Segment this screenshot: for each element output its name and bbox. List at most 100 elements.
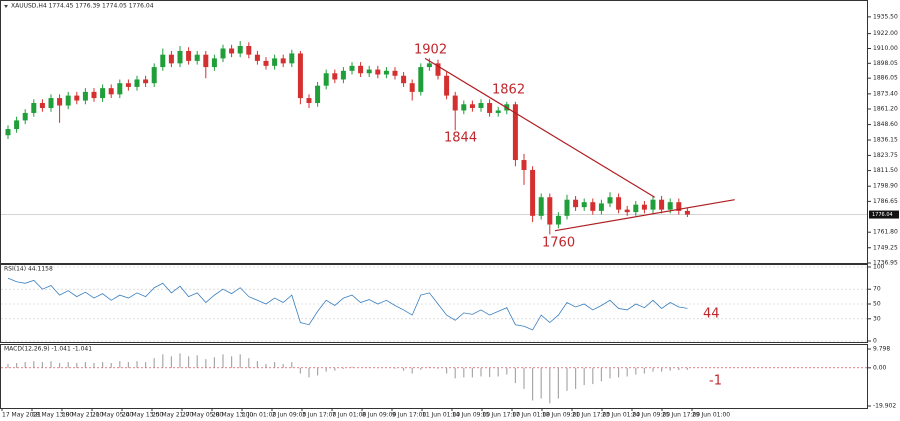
candle-body — [607, 197, 613, 204]
candle-body — [74, 95, 80, 101]
candle-body — [366, 69, 372, 74]
last-price-label: 1776.04 — [872, 212, 893, 218]
y-tick-label: 50 — [873, 301, 881, 308]
candle-body — [117, 83, 123, 95]
x-tick-label: 2 Jun 09:00 — [272, 412, 306, 419]
candle-body — [487, 103, 493, 113]
candle-body — [229, 48, 235, 54]
candle-body — [530, 169, 536, 216]
annotation: 44 — [703, 307, 720, 322]
candle-body — [392, 70, 398, 76]
candle-body — [444, 75, 450, 96]
x-tick-label: 17 Jun 01:00 — [512, 412, 550, 419]
last-price-box — [869, 210, 899, 219]
candle-body — [435, 63, 441, 76]
y-tick-label: -19.902 — [873, 403, 896, 410]
candle-body — [220, 48, 226, 59]
y-tick-label: 1749.25 — [873, 244, 898, 251]
x-tick-label: 8 Jun 09:00 — [362, 412, 396, 419]
candle-body — [478, 103, 484, 108]
y-tick-label: 1761.80 — [873, 229, 898, 236]
candle-body — [246, 46, 252, 55]
x-tick-label: 11 Jun 01:00 — [422, 412, 460, 419]
candle-body — [555, 215, 561, 225]
candle-body — [684, 210, 690, 215]
candle-body — [512, 104, 518, 161]
candle-body — [31, 103, 37, 113]
x-tick-label: 18 Jun 09:00 — [542, 412, 580, 419]
candle-body — [461, 104, 467, 111]
candle-body — [358, 65, 364, 74]
annotation: 1862 — [492, 83, 525, 98]
y-tick-label: 1935.50 — [873, 13, 898, 20]
candle-body — [263, 60, 269, 66]
symbol-icon — [4, 5, 8, 8]
y-tick-label: 1798.90 — [873, 183, 898, 190]
macd-panel — [0, 344, 868, 409]
candle-body — [272, 58, 278, 66]
x-tick-label: 17 May 2021 — [2, 412, 41, 419]
candle-body — [573, 199, 579, 208]
x-tick-label: 28 May 13:00 — [212, 412, 253, 419]
candle-body — [160, 54, 166, 68]
y-tick-label: 0.00 — [873, 364, 887, 371]
y-tick-label: 1823.75 — [873, 152, 898, 159]
candle-body — [469, 104, 475, 108]
annotation: 1844 — [444, 131, 477, 146]
x-tick-label: 21 Jun 17:00 — [572, 412, 610, 419]
candle-body — [186, 50, 192, 61]
candle-body — [100, 88, 106, 99]
y-tick-label: 1910.00 — [873, 45, 898, 52]
trendline — [554, 199, 735, 232]
macd-title: MACD(12,26,9) -1.041 -1.041 — [4, 346, 92, 353]
y-tick-label: 1922.00 — [873, 30, 898, 37]
candle-body — [349, 65, 355, 71]
candle-body — [547, 197, 553, 225]
candle-body — [211, 58, 217, 68]
x-tick-label: 24 Jun 09:00 — [632, 412, 670, 419]
y-tick-label: 1848.60 — [873, 121, 898, 128]
candle-body — [581, 202, 587, 208]
candle-body — [426, 63, 432, 68]
candle-body — [194, 54, 200, 61]
y-tick-label: 1873.40 — [873, 90, 898, 97]
candle-body — [48, 98, 54, 108]
candle-body — [65, 95, 71, 106]
candle-body — [280, 58, 286, 64]
candle-body — [323, 73, 329, 86]
x-tick-label: 25 Jun 17:00 — [662, 412, 700, 419]
candle-body — [108, 88, 114, 95]
candle-body — [676, 202, 682, 211]
candle-body — [598, 203, 604, 211]
y-tick-label: 30 — [873, 315, 881, 322]
candle-body — [237, 46, 243, 54]
y-tick-label: 1861.20 — [873, 105, 898, 112]
candle-body — [57, 98, 63, 106]
x-tick-label: 25 May 21:00 — [152, 412, 193, 419]
candle-body — [659, 199, 665, 210]
candle-body — [418, 67, 424, 92]
y-tick-label: 1811.50 — [873, 167, 898, 174]
candle-body — [650, 199, 656, 210]
y-tick-label: 1786.65 — [873, 198, 898, 205]
candle-body — [590, 202, 596, 211]
candle-body — [409, 83, 415, 92]
candle-body — [667, 202, 673, 210]
candle-body — [383, 70, 389, 75]
x-tick-label: 27 May 05:00 — [182, 412, 223, 419]
candle-body — [521, 160, 527, 170]
annotation: 1902 — [414, 43, 447, 58]
rsi-panel — [0, 264, 868, 343]
y-tick-label: 1898.05 — [873, 60, 898, 67]
x-tick-label: 9 Jun 17:00 — [392, 412, 426, 419]
candle-body — [452, 95, 458, 111]
candle-body — [538, 197, 544, 216]
candle-body — [91, 91, 97, 99]
x-tick-label: 19 May 21:00 — [62, 412, 103, 419]
candle-body — [297, 53, 303, 99]
trendline — [424, 57, 656, 198]
candle-body — [14, 120, 20, 130]
candle-body — [633, 204, 639, 213]
candle-body — [203, 54, 209, 68]
x-tick-label: 29 Jun 01:00 — [692, 412, 730, 419]
